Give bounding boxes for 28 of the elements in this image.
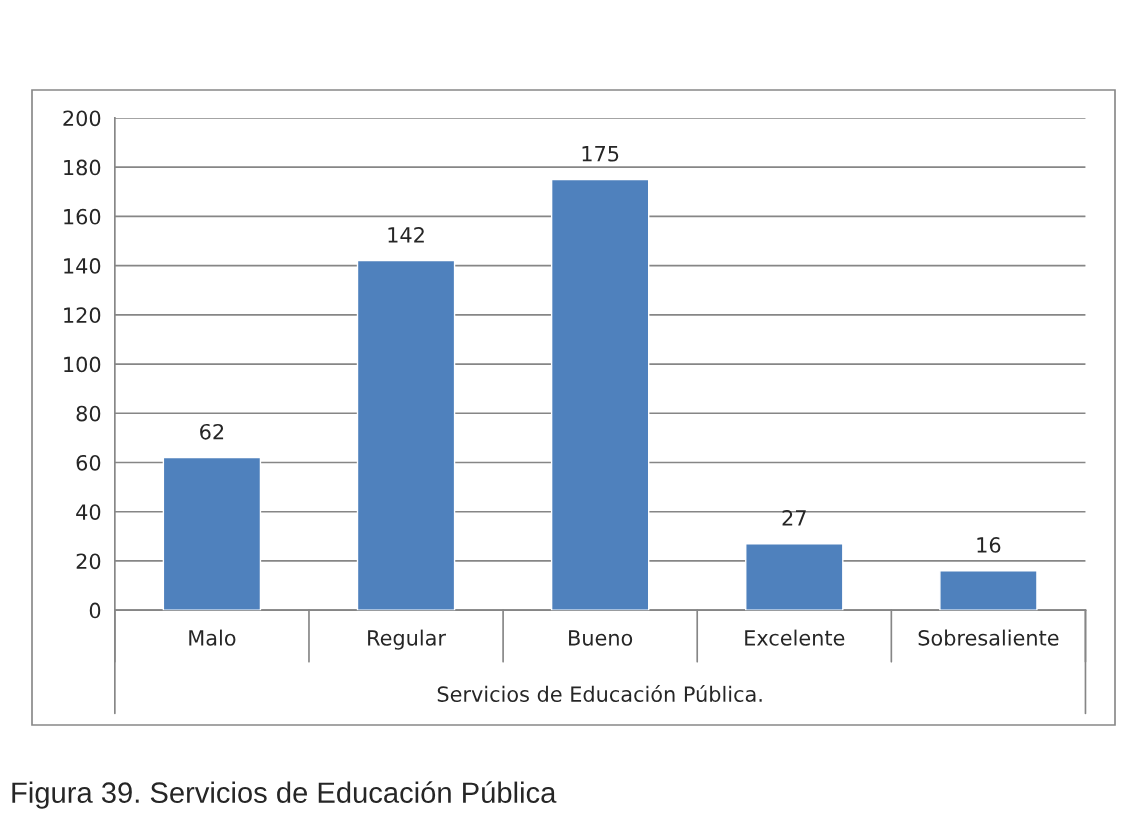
bar <box>550 178 650 611</box>
bar <box>939 570 1038 611</box>
y-tick-label: 120 <box>64 307 101 324</box>
y-tick-label: 140 <box>64 258 101 274</box>
bar <box>745 543 844 611</box>
y-tick-label: 160 <box>64 208 101 225</box>
y-tick-label: 80 <box>76 405 101 422</box>
bar <box>162 456 262 611</box>
x-tick-label: Bueno <box>569 630 633 646</box>
y-tick-label: 100 <box>64 356 101 373</box>
y-tick-label: 180 <box>64 159 101 176</box>
y-tick-label: 0 <box>89 602 101 619</box>
y-tick-label: 60 <box>76 454 101 471</box>
text: Figura 39. Servicios de Educación Pública <box>12 781 557 809</box>
x-tick-label: Excelente <box>745 629 845 646</box>
bar <box>356 259 456 611</box>
y-tick-label: 40 <box>76 504 101 520</box>
y-tick-label: 200 <box>63 110 101 127</box>
x-tick-label: Sobresaliente <box>918 629 1059 646</box>
data-label: 175 <box>582 146 619 162</box>
data-label: 27 <box>782 510 806 526</box>
x-tick-label: Regular <box>368 629 446 650</box>
x-axis-title: Servicios de Educación Pública. <box>437 685 762 702</box>
x-tick-label: Malo <box>189 629 236 646</box>
y-tick-label: 20 <box>76 553 101 570</box>
data-label: 62 <box>200 423 224 440</box>
data-label: 16 <box>977 537 1001 553</box>
data-label: 142 <box>388 227 424 243</box>
